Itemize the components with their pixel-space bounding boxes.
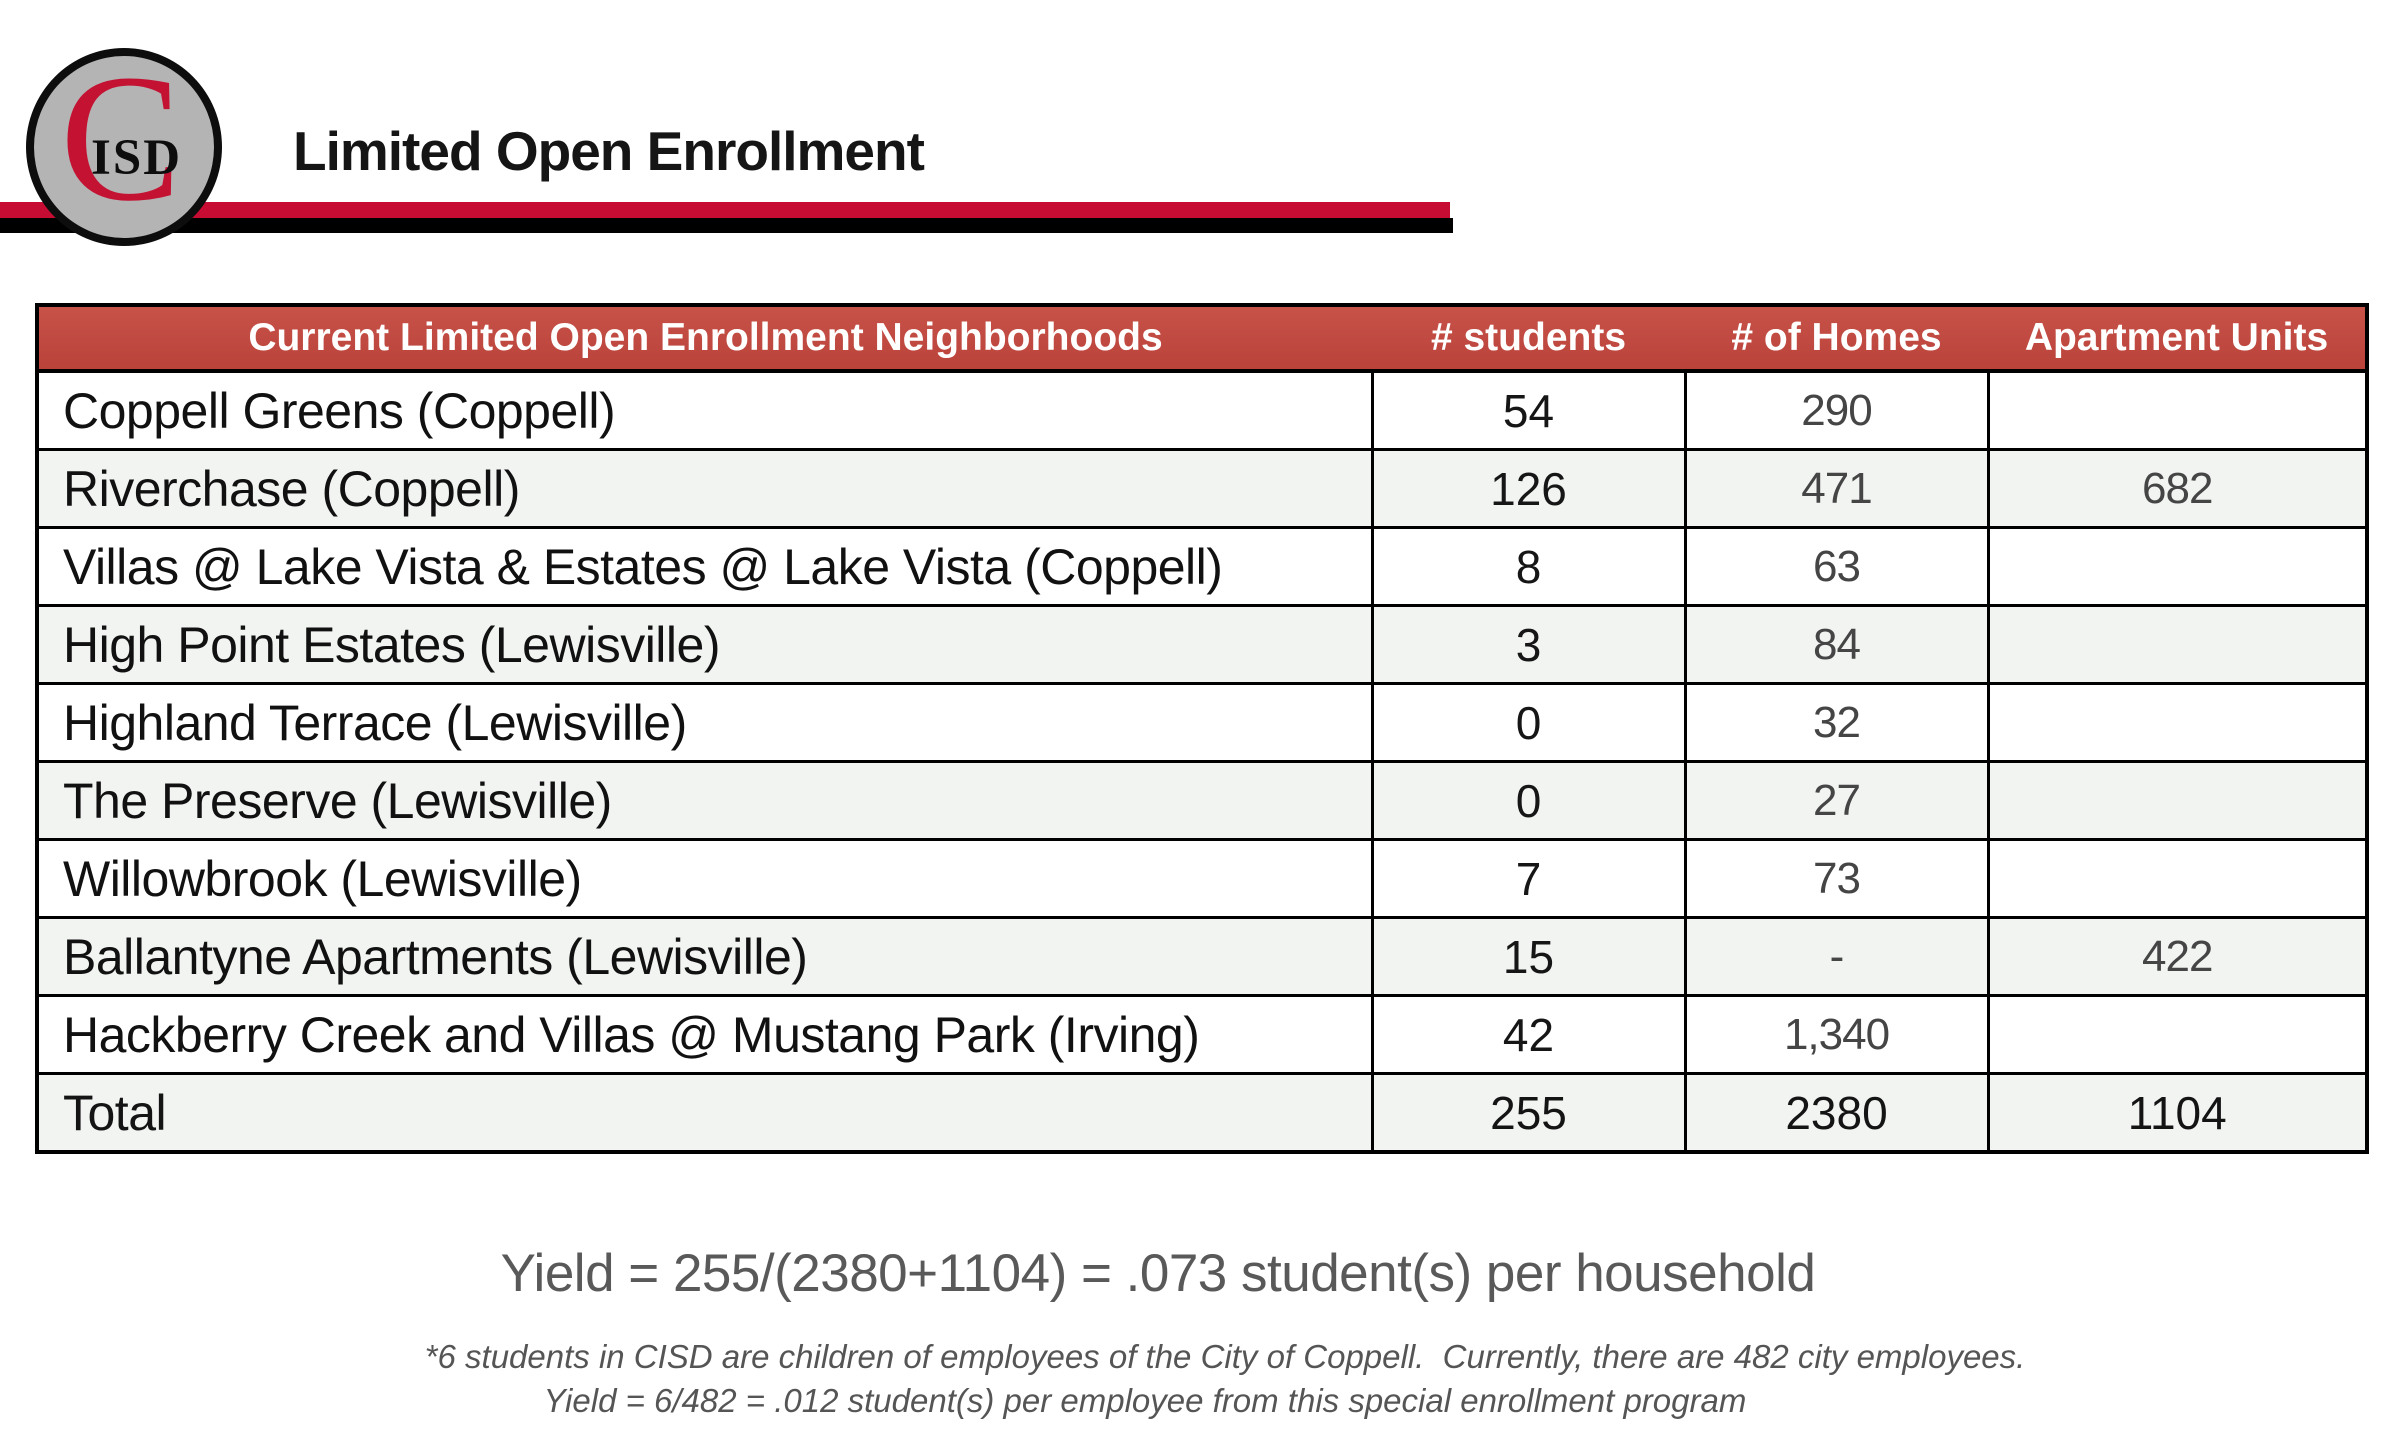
footnote-employee-yield: Yield = 6/482 = .012 student(s) per empl…: [543, 1382, 1747, 1419]
apartments-cell: [1986, 994, 2369, 1075]
header-homes: # of Homes: [1685, 305, 1988, 373]
cisd-logo: C ISD: [26, 48, 222, 246]
neighborhood-cell: Coppell Greens (Coppell): [35, 369, 1374, 451]
enrollment-table-container: Current Limited Open Enrollment Neighbor…: [35, 303, 2369, 1154]
apartments-cell: [1986, 604, 2369, 685]
table-header-row: Current Limited Open Enrollment Neighbor…: [37, 305, 2367, 373]
table-row: Coppell Greens (Coppell) 54 290: [35, 369, 2369, 451]
neighborhood-cell: Highland Terrace (Lewisville): [35, 682, 1374, 763]
total-label-cell: Total: [35, 1072, 1374, 1154]
table-row: Hackberry Creek and Villas @ Mustang Par…: [35, 994, 2369, 1075]
table-row: Ballantyne Apartments (Lewisville) 15 - …: [35, 916, 2369, 997]
total-homes-cell: 2380: [1683, 1072, 1990, 1154]
students-cell: 7: [1370, 838, 1687, 919]
apartments-cell: [1986, 682, 2369, 763]
logo-c-letter: C: [60, 38, 182, 239]
homes-cell: 63: [1683, 526, 1990, 607]
page-title: Limited Open Enrollment: [293, 120, 925, 182]
header-apartments: Apartment Units: [1988, 305, 2367, 373]
homes-cell: 290: [1683, 369, 1990, 451]
header-students: # students: [1372, 305, 1685, 373]
neighborhood-cell: The Preserve (Lewisville): [35, 760, 1374, 841]
apartments-cell: [1986, 526, 2369, 607]
table-row: Willowbrook (Lewisville) 7 73: [35, 838, 2369, 919]
neighborhood-cell: Ballantyne Apartments (Lewisville): [35, 916, 1374, 997]
neighborhood-cell: Hackberry Creek and Villas @ Mustang Par…: [35, 994, 1374, 1075]
table-row: Riverchase (Coppell) 126 471 682: [35, 448, 2369, 529]
total-students-cell: 255: [1370, 1072, 1687, 1154]
neighborhood-cell: High Point Estates (Lewisville): [35, 604, 1374, 685]
homes-cell: 32: [1683, 682, 1990, 763]
total-apartments-cell: 1104: [1986, 1072, 2369, 1154]
brand-red-bar: [0, 202, 1450, 218]
brand-black-bar: [0, 218, 1453, 233]
students-cell: 15: [1370, 916, 1687, 997]
apartments-cell: [1986, 760, 2369, 841]
neighborhood-cell: Willowbrook (Lewisville): [35, 838, 1374, 919]
homes-cell: 73: [1683, 838, 1990, 919]
students-cell: 3: [1370, 604, 1687, 685]
apartments-cell: 422: [1986, 916, 2369, 997]
footnote-city-employees: *6 students in CISD are children of empl…: [424, 1338, 2026, 1375]
homes-cell: 84: [1683, 604, 1990, 685]
table-row: High Point Estates (Lewisville) 3 84: [35, 604, 2369, 685]
students-cell: 0: [1370, 682, 1687, 763]
header-neighborhoods: Current Limited Open Enrollment Neighbor…: [37, 305, 1372, 373]
neighborhood-cell: Villas @ Lake Vista & Estates @ Lake Vis…: [35, 526, 1374, 607]
total-row: Total 255 2380 1104: [35, 1072, 2369, 1154]
enrollment-table: Current Limited Open Enrollment Neighbor…: [35, 303, 2369, 1154]
homes-cell: 27: [1683, 760, 1990, 841]
table-row: Highland Terrace (Lewisville) 0 32: [35, 682, 2369, 763]
homes-cell: -: [1683, 916, 1990, 997]
students-cell: 42: [1370, 994, 1687, 1075]
students-cell: 0: [1370, 760, 1687, 841]
students-cell: 8: [1370, 526, 1687, 607]
table-row: The Preserve (Lewisville) 0 27: [35, 760, 2369, 841]
homes-cell: 471: [1683, 448, 1990, 529]
students-cell: 54: [1370, 369, 1687, 451]
apartments-cell: [1986, 838, 2369, 919]
table-row: Villas @ Lake Vista & Estates @ Lake Vis…: [35, 526, 2369, 607]
apartments-cell: [1986, 369, 2369, 451]
logo-isd-text: ISD: [91, 130, 183, 186]
neighborhood-cell: Riverchase (Coppell): [35, 448, 1374, 529]
students-cell: 126: [1370, 448, 1687, 529]
yield-formula: Yield = 255/(2380+1104) = .073 student(s…: [500, 1244, 1816, 1303]
homes-cell: 1,340: [1683, 994, 1990, 1075]
apartments-cell: 682: [1986, 448, 2369, 529]
